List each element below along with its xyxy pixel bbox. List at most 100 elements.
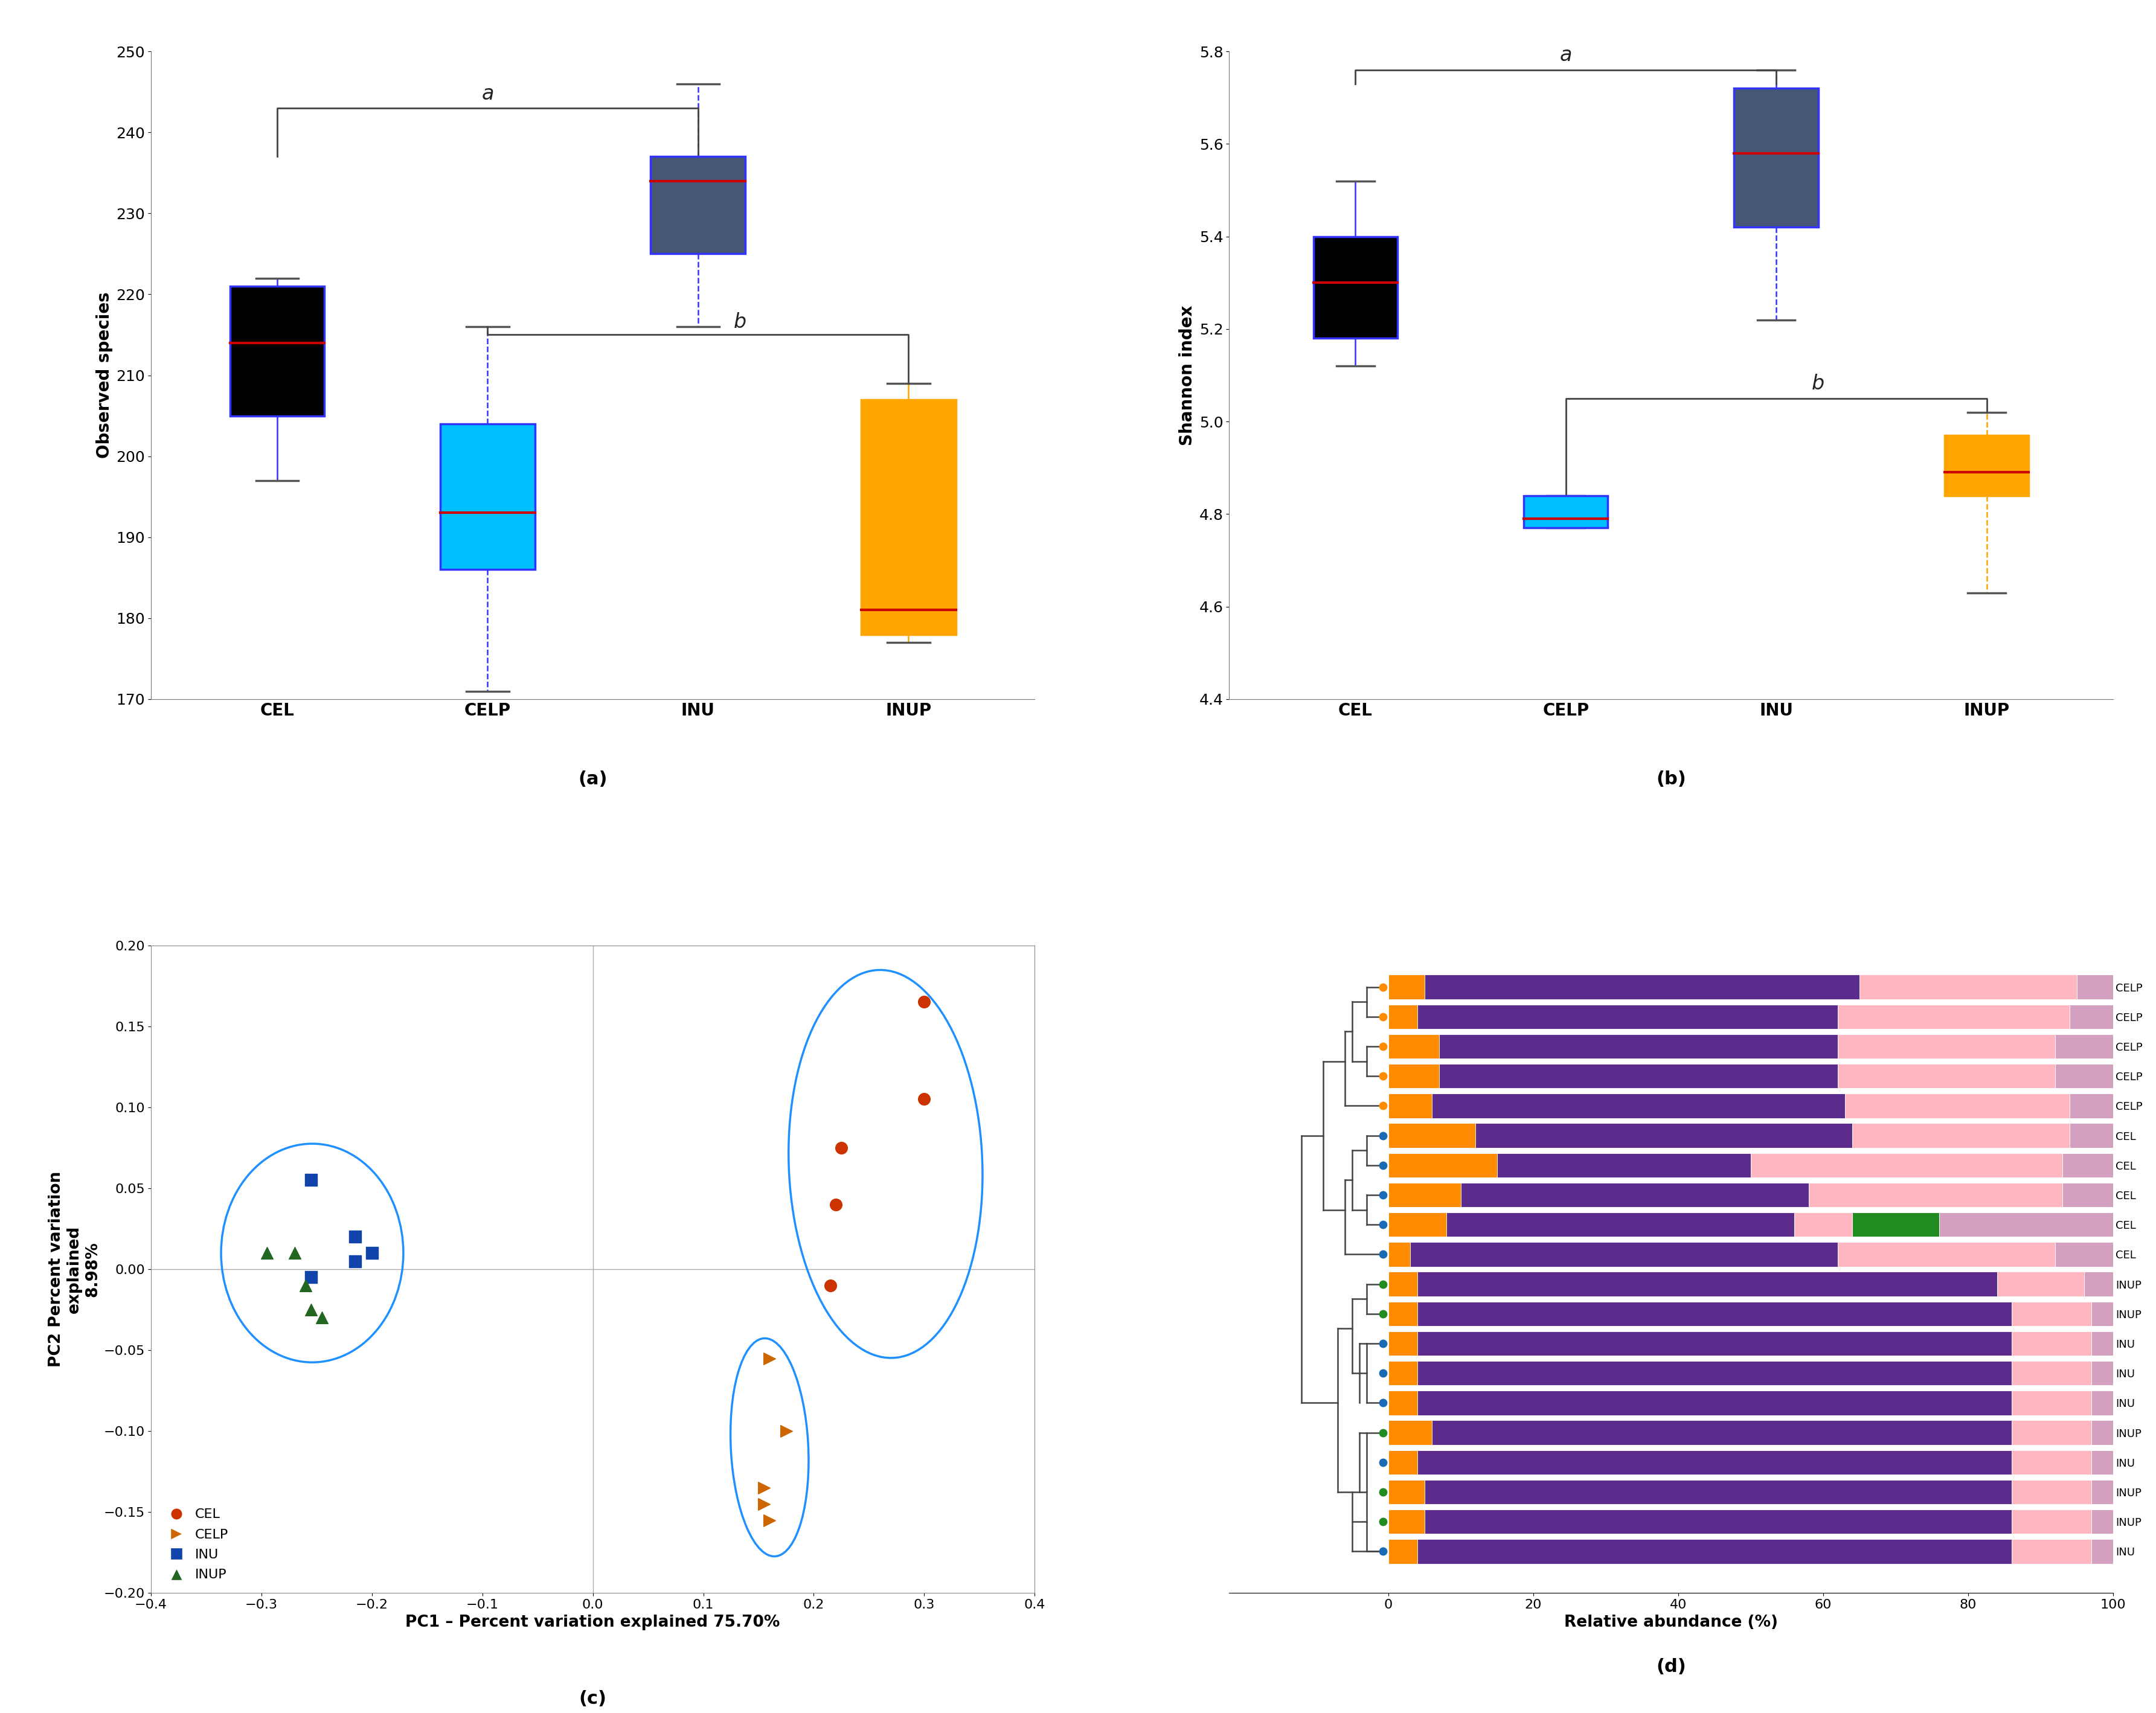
Bar — [1416, 1331, 2012, 1355]
Bar — [1432, 1093, 1846, 1119]
Point — [278, 1238, 313, 1266]
Bar — [2091, 1362, 2113, 1386]
Bar — [2061, 1182, 2113, 1208]
Bar — [1388, 1391, 1416, 1415]
Bar — [1416, 1271, 1996, 1297]
Bar — [1388, 1480, 1425, 1504]
Bar — [860, 399, 955, 634]
Bar — [1858, 975, 2076, 999]
Point — [304, 1304, 338, 1331]
Point — [752, 1345, 787, 1372]
Bar — [1425, 1509, 2012, 1533]
Bar — [1837, 1035, 2055, 1059]
Bar — [651, 156, 746, 254]
Text: a: a — [1559, 45, 1572, 65]
Bar — [1388, 1064, 1440, 1088]
Bar — [1938, 1213, 2113, 1237]
Bar — [2061, 1153, 2113, 1177]
Bar — [1388, 1153, 1496, 1177]
Bar — [1837, 1242, 2055, 1266]
Legend: CEL, CELP, INU, INUP: CEL, CELP, INU, INUP — [157, 1504, 235, 1586]
Bar — [1852, 1213, 1938, 1237]
Bar — [2012, 1540, 2091, 1564]
Bar — [231, 286, 326, 416]
Y-axis label: Shannon index: Shannon index — [1179, 305, 1197, 445]
Bar — [1432, 1420, 2012, 1444]
Bar — [2091, 1302, 2113, 1326]
Y-axis label: PC2 Percent variation
explained
8.98%: PC2 Percent variation explained 8.98% — [47, 1172, 101, 1367]
Bar — [440, 423, 535, 570]
Text: (a): (a) — [578, 771, 608, 788]
Point — [250, 1238, 285, 1266]
Bar — [1416, 1540, 2012, 1564]
Bar — [1416, 1302, 2012, 1326]
Bar — [1996, 1271, 2085, 1297]
Bar — [2070, 1004, 2113, 1030]
Bar — [2012, 1362, 2091, 1386]
Bar — [2091, 1509, 2113, 1533]
Bar — [2055, 1064, 2113, 1088]
Bar — [2091, 1451, 2113, 1475]
Bar — [1388, 1302, 1416, 1326]
Bar — [1388, 1331, 1416, 1355]
Bar — [1846, 1093, 2070, 1119]
Point — [293, 1297, 328, 1324]
Point — [908, 988, 942, 1016]
Point — [908, 1086, 942, 1113]
Point — [293, 1264, 328, 1292]
Bar — [1440, 1064, 1837, 1088]
Bar — [1447, 1213, 1794, 1237]
Point — [813, 1271, 847, 1298]
Bar — [2076, 975, 2113, 999]
Bar — [1475, 1124, 1852, 1148]
Bar — [2070, 1124, 2113, 1148]
Point — [770, 1417, 804, 1444]
X-axis label: PC1 – Percent variation explained 75.70%: PC1 – Percent variation explained 75.70% — [405, 1614, 780, 1631]
Bar — [2085, 1271, 2113, 1297]
Bar — [1809, 1182, 2061, 1208]
Bar — [1388, 1362, 1416, 1386]
Bar — [2012, 1420, 2091, 1444]
Bar — [1837, 1004, 2070, 1030]
Y-axis label: Observed species: Observed species — [95, 291, 112, 459]
Bar — [1416, 1391, 2012, 1415]
Bar — [1388, 1420, 1432, 1444]
Bar — [2091, 1391, 2113, 1415]
Bar — [2091, 1331, 2113, 1355]
Point — [354, 1238, 388, 1266]
Point — [293, 1167, 328, 1194]
Bar — [2012, 1509, 2091, 1533]
Point — [819, 1191, 854, 1218]
Bar — [1388, 1004, 1416, 1030]
Bar — [2091, 1480, 2113, 1504]
Bar — [1388, 1451, 1416, 1475]
Bar — [1416, 1362, 2012, 1386]
Bar — [2055, 1242, 2113, 1266]
Bar — [1410, 1242, 1837, 1266]
X-axis label: Relative abundance (%): Relative abundance (%) — [1563, 1614, 1779, 1631]
Bar — [1416, 1451, 2012, 1475]
Bar — [1416, 1004, 1837, 1030]
Point — [746, 1475, 780, 1502]
Text: a: a — [481, 84, 494, 104]
Text: b: b — [1811, 373, 1824, 394]
Bar — [2012, 1302, 2091, 1326]
Bar — [1388, 1035, 1440, 1059]
Bar — [1852, 1124, 2070, 1148]
Bar — [1388, 1124, 1475, 1148]
Bar — [1388, 1242, 1410, 1266]
Bar — [1388, 1213, 1447, 1237]
Bar — [1425, 975, 1858, 999]
Bar — [1388, 975, 1425, 999]
Bar — [1837, 1064, 2055, 1088]
Bar — [1751, 1153, 2061, 1177]
Bar — [1388, 1509, 1425, 1533]
Text: (d): (d) — [1656, 1658, 1686, 1675]
Text: (b): (b) — [1656, 771, 1686, 788]
Bar — [2012, 1451, 2091, 1475]
Bar — [1440, 1035, 1837, 1059]
Bar — [1388, 1093, 1432, 1119]
Bar — [1733, 89, 1818, 228]
Point — [338, 1247, 373, 1274]
Point — [746, 1490, 780, 1518]
